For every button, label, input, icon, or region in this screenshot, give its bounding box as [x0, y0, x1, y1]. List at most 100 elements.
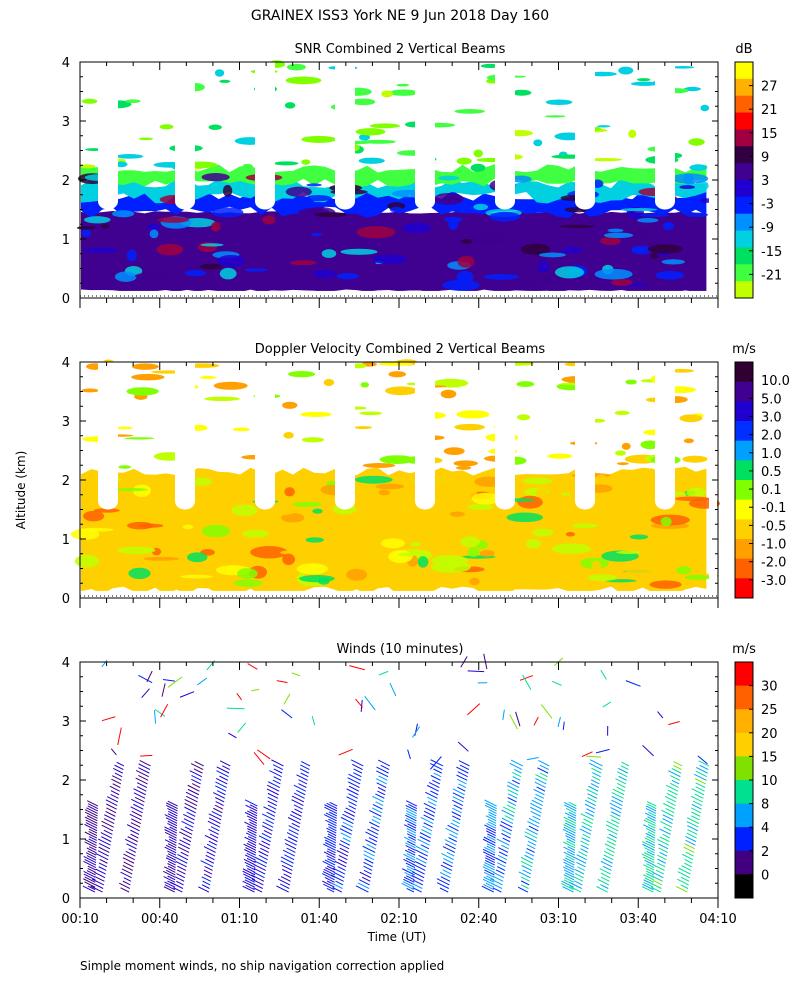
wind-barb: [327, 823, 337, 829]
wind-barb: [512, 779, 520, 785]
wind-barb: [600, 872, 611, 879]
field-blob: [128, 567, 151, 579]
wind-barb: [647, 831, 656, 837]
wind-barb: [167, 863, 176, 868]
field-blob: [469, 577, 480, 586]
wind-barb: [532, 815, 541, 821]
wind-barb: [522, 869, 532, 875]
upper-patch: [115, 154, 144, 159]
upper-patch: [456, 465, 472, 470]
wind-barb: [563, 846, 576, 854]
wind-barb: [99, 858, 108, 864]
colorbar-swatch: [735, 381, 753, 402]
wind-barb: [244, 836, 257, 844]
wind-barb: [667, 789, 678, 796]
wind-barb: [699, 764, 709, 770]
data-gap-end: [98, 193, 118, 210]
wind-barb: [521, 865, 532, 871]
wind-barb: [497, 854, 508, 861]
wind-barb: [405, 862, 416, 868]
wind-barb: [408, 836, 416, 841]
wind-barb: [167, 860, 176, 866]
upper-patch: [628, 129, 637, 139]
wind-barb: [405, 814, 417, 822]
wind-barb: [584, 803, 596, 810]
wind-barb: [101, 824, 114, 832]
wind-barb: [106, 807, 117, 814]
wind-barb: [167, 676, 183, 688]
wind-barb: [406, 865, 415, 871]
doppler-colorbar-unit: m/s: [732, 342, 756, 357]
field-blob: [522, 477, 553, 485]
wind-barb: [417, 838, 430, 846]
wind-barb: [694, 793, 704, 799]
wind-barb: [346, 788, 359, 796]
wind-barb: [645, 832, 656, 839]
wind-barb: [643, 864, 655, 871]
wind-barb: [166, 802, 178, 809]
wind-barb: [291, 799, 304, 807]
upper-patch: [285, 76, 322, 85]
y-tick-label: 1: [62, 233, 70, 248]
wind-barb: [497, 862, 506, 868]
wind-barb: [520, 884, 529, 889]
wind-barb: [586, 755, 602, 758]
field-blob: [200, 243, 224, 247]
field-blob: [471, 492, 500, 505]
wind-barb: [452, 792, 465, 799]
wind-barb: [608, 833, 618, 839]
wind-barb: [588, 785, 599, 792]
wind-barb: [687, 829, 698, 835]
wind-barb: [123, 861, 134, 868]
wind-barb: [288, 836, 298, 843]
wind-barb: [177, 846, 190, 853]
wind-barb: [284, 854, 295, 861]
wind-barb: [84, 816, 98, 824]
field-blob: [380, 538, 406, 549]
wind-barb: [348, 773, 362, 781]
field-blob: [346, 568, 368, 581]
upper-patch: [544, 115, 566, 118]
wind-barb: [326, 827, 337, 834]
wind-barb: [276, 680, 288, 684]
upper-patch: [385, 386, 418, 396]
wind-barb: [530, 802, 543, 810]
wind-barb: [563, 869, 575, 876]
wind-barb: [245, 832, 257, 839]
wind-barb: [281, 864, 293, 871]
upper-patch: [301, 159, 311, 165]
wind-barb: [130, 822, 141, 828]
upper-patch: [440, 389, 457, 399]
wind-barb: [168, 838, 177, 844]
wind-barb: [378, 759, 391, 767]
wind-barb: [691, 803, 702, 810]
wind-barb: [433, 768, 442, 774]
x-tick-label: 03:10: [540, 912, 577, 927]
field-blob: [473, 203, 489, 211]
wind-barb: [135, 769, 149, 778]
upper-patch: [396, 83, 410, 87]
colorbar-label: 5.0: [761, 392, 782, 407]
wind-barb: [611, 819, 620, 825]
field-blob: [139, 523, 164, 528]
wind-barb: [664, 795, 677, 803]
field-blob: [470, 233, 511, 245]
wind-barb: [244, 821, 257, 829]
wind-barb: [179, 831, 192, 839]
upper-patch: [359, 411, 383, 416]
field-blob: [231, 504, 258, 517]
wind-barb: [84, 831, 98, 839]
wind-barb: [175, 860, 187, 868]
wind-barb: [580, 848, 589, 853]
wind-barb: [403, 878, 415, 886]
wind-barb: [245, 847, 257, 854]
field-blob: [114, 271, 137, 282]
field-blob: [520, 243, 551, 255]
wind-barb: [439, 887, 449, 893]
upper-patch: [360, 382, 370, 388]
wind-barb: [339, 847, 349, 853]
wind-barb: [533, 788, 545, 796]
wind-barb: [648, 811, 657, 817]
field-blob: [565, 531, 575, 537]
wind-barb: [405, 857, 416, 864]
